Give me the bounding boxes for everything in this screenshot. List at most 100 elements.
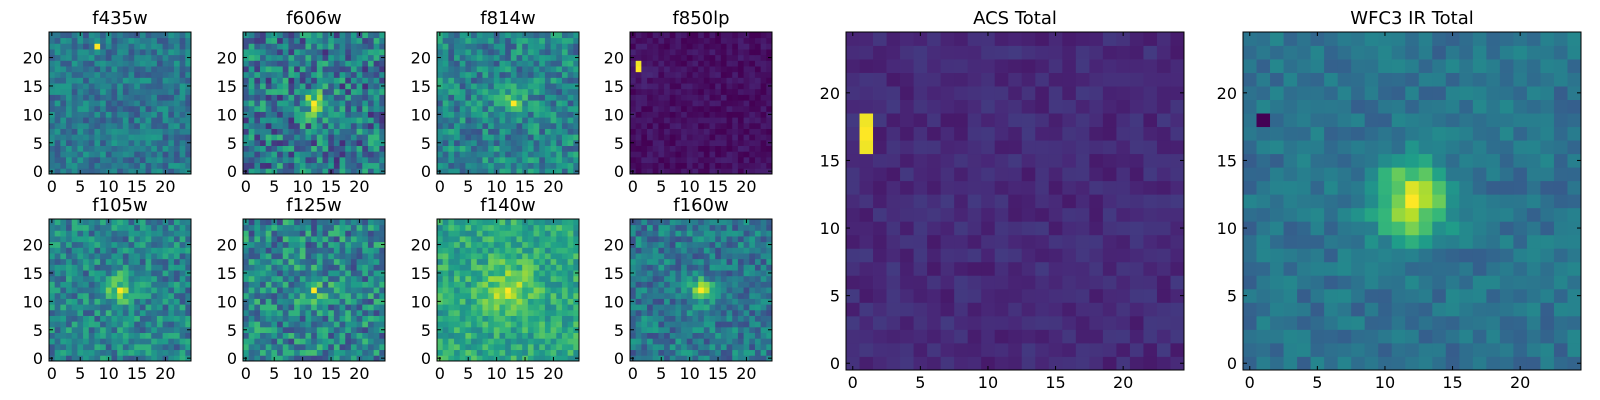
heatmap-cell — [345, 37, 352, 44]
heatmap-cell — [664, 49, 671, 56]
heatmap-cell — [373, 304, 380, 311]
heatmap-cell — [454, 292, 461, 299]
heatmap-cell — [77, 309, 84, 316]
heatmap-cell — [94, 162, 101, 169]
heatmap-cell — [105, 111, 112, 118]
heatmap-cell — [760, 298, 767, 305]
heatmap-cell — [471, 309, 478, 316]
heatmap-cell — [658, 139, 665, 146]
heatmap-cell — [465, 162, 472, 169]
heatmap-cell — [345, 304, 352, 311]
heatmap-cell — [732, 60, 739, 67]
heatmap-cell — [669, 117, 676, 124]
heatmap-cell — [516, 117, 523, 124]
heatmap-cell — [248, 321, 255, 328]
heatmap-cell — [294, 145, 301, 152]
heatmap-cell — [254, 37, 261, 44]
heatmap-cell — [635, 32, 642, 39]
heatmap-cell — [311, 162, 318, 169]
heatmap-cell — [282, 32, 289, 39]
heatmap-cell — [720, 94, 727, 101]
heatmap-cell — [328, 264, 335, 271]
heatmap-cell — [100, 326, 107, 333]
heatmap-cell — [459, 94, 466, 101]
heatmap-cell — [311, 145, 318, 152]
heatmap-cell — [122, 60, 129, 67]
heatmap-cell — [482, 304, 489, 311]
heatmap-cell — [573, 309, 580, 316]
heatmap-cell — [505, 43, 512, 50]
heatmap-cell — [339, 338, 346, 345]
heatmap-cell — [134, 134, 141, 141]
heatmap-cell — [658, 94, 665, 101]
heatmap-cell — [277, 54, 284, 61]
heatmap-cell — [162, 105, 169, 112]
heatmap-cell — [288, 105, 295, 112]
heatmap-cell — [94, 230, 101, 237]
heatmap-cell — [510, 287, 517, 294]
heatmap-cell — [260, 54, 267, 61]
heatmap-cell — [448, 71, 455, 78]
heatmap-cell — [94, 83, 101, 90]
heatmap-cell — [311, 37, 318, 44]
heatmap-cell — [692, 71, 699, 78]
heatmap-cell — [760, 122, 767, 129]
heatmap-cell — [454, 105, 461, 112]
heatmap-cell — [505, 236, 512, 243]
heatmap-cell — [77, 145, 84, 152]
heatmap-cell — [77, 326, 84, 333]
heatmap-cell — [760, 151, 767, 158]
heatmap-cell — [505, 117, 512, 124]
heatmap-cell — [675, 292, 682, 299]
heatmap-cell — [465, 128, 472, 135]
heatmap-cell — [664, 32, 671, 39]
heatmap-cell — [476, 156, 483, 164]
heatmap-cell — [635, 343, 642, 351]
heatmap-cell — [294, 292, 301, 299]
heatmap-cell — [139, 168, 146, 175]
heatmap-cell — [54, 343, 61, 351]
panel-title: f606w — [286, 8, 341, 29]
heatmap-cell — [299, 349, 306, 356]
heatmap-cell — [328, 292, 335, 299]
heatmap-cell — [333, 343, 340, 351]
heatmap-cell — [265, 349, 272, 356]
heatmap-cell — [454, 230, 461, 237]
heatmap-cell — [185, 66, 192, 73]
heatmap-cell — [294, 338, 301, 345]
heatmap-cell — [448, 54, 455, 61]
heatmap-cell — [282, 219, 289, 226]
heatmap-cell — [544, 281, 551, 288]
heatmap-cell — [675, 145, 682, 152]
heatmap-cell — [573, 230, 580, 237]
heatmap-cell — [168, 94, 175, 101]
heatmap-cell — [448, 321, 455, 328]
heatmap-cell — [311, 71, 318, 78]
heatmap-cell — [305, 321, 312, 328]
heatmap-cell — [265, 315, 272, 322]
heatmap-cell — [339, 151, 346, 158]
heatmap-cell — [105, 315, 112, 322]
heatmap-cell — [134, 275, 141, 282]
heatmap-cell — [100, 117, 107, 124]
heatmap-cell — [437, 134, 444, 141]
heatmap-cell — [675, 139, 682, 146]
heatmap-cell — [83, 111, 90, 118]
heatmap-cell — [117, 43, 124, 50]
heatmap-cell — [465, 77, 472, 84]
heatmap-cell — [561, 292, 569, 299]
heatmap-cell — [709, 168, 716, 175]
heatmap-cell — [139, 253, 146, 260]
heatmap-cell — [692, 49, 699, 56]
heatmap-cell — [139, 54, 146, 61]
heatmap-cell — [277, 224, 284, 231]
heatmap-cell — [766, 100, 773, 107]
heatmap-cell — [373, 151, 380, 158]
heatmap-cell — [658, 321, 665, 328]
heatmap-cell — [379, 264, 386, 271]
heatmap-cell — [362, 253, 369, 260]
heatmap-cell — [698, 105, 705, 112]
heatmap-cell — [333, 43, 340, 50]
heatmap-cell — [499, 321, 506, 328]
heatmap-cell — [760, 343, 767, 351]
